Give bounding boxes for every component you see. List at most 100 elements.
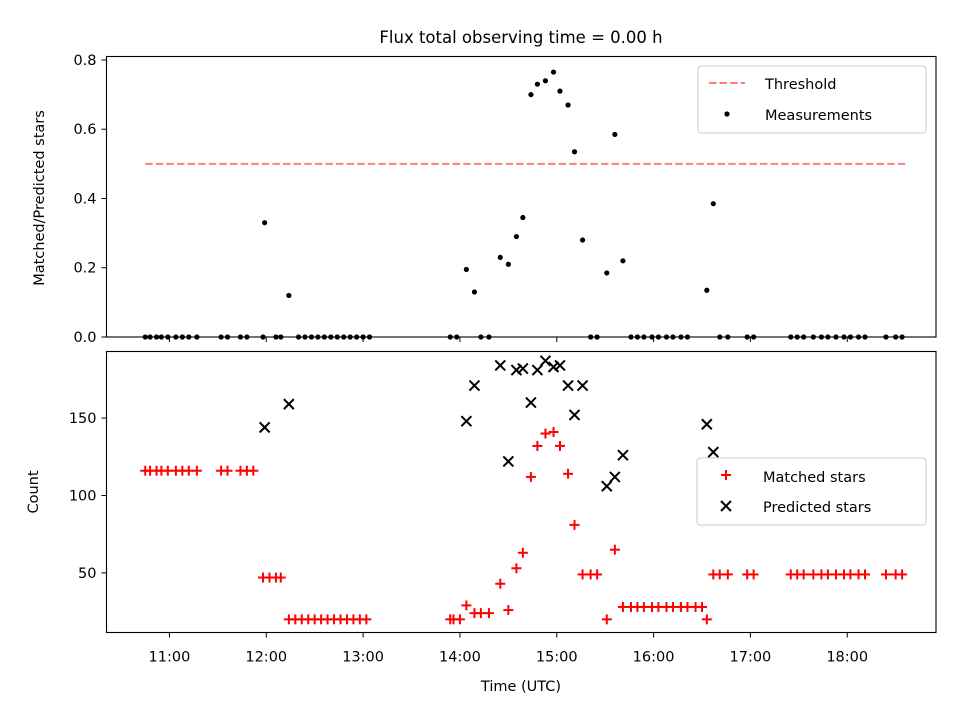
bottom-y-tick-label: 100 <box>69 488 97 504</box>
x-tick-label: 13:00 <box>342 650 384 666</box>
measurement-point <box>505 261 511 267</box>
x-stroke-b <box>531 364 544 376</box>
x-stroke-b <box>562 379 574 392</box>
x-stroke-b <box>283 398 295 410</box>
threshold-legend-label: Threshold <box>764 77 836 93</box>
matched-stars-point <box>248 465 259 476</box>
predicted-stars-point <box>568 409 581 421</box>
top-y-tick-label: 0.6 <box>73 122 96 138</box>
x-stroke-b <box>517 362 529 375</box>
matched-stars-point <box>540 428 551 439</box>
top-y-tick-label: 0.2 <box>73 261 96 277</box>
bottom-y-axis-label: Count <box>26 470 42 513</box>
bottom-legend: Matched stars Predicted stars <box>696 457 927 526</box>
matched-stars-point <box>722 569 733 580</box>
predicted-stars-legend-label: Predicted stars <box>763 500 871 516</box>
predicted-stars-point <box>531 364 544 376</box>
x-stroke-b <box>720 500 732 512</box>
x-stroke-b <box>525 396 537 409</box>
x-stroke-b <box>576 379 589 392</box>
x-tick-label: 12:00 <box>245 650 287 666</box>
measurement-point <box>620 258 626 264</box>
matched-stars-point <box>532 440 543 451</box>
top-y-axis-label: Matched/Predicted stars <box>32 110 48 286</box>
matched-stars-point <box>609 544 620 555</box>
predicted-stars-point <box>494 359 506 372</box>
matched-stars-point <box>525 471 536 482</box>
measurement-point <box>704 287 710 293</box>
predicted-stars-point <box>609 471 621 483</box>
top-chart-title: Flux total observing time = 0.00 h <box>379 28 662 47</box>
measurements-legend-swatch <box>724 111 730 117</box>
predicted-stars-point <box>617 449 629 461</box>
matched-stars-point <box>275 572 286 583</box>
matched-stars-point <box>592 569 603 580</box>
bottom-plot-area: 11:00 12:00 13:00 14:00 15:00 16:00 17:00 18:00… <box>69 355 908 666</box>
measurement-point <box>571 149 578 155</box>
x-stroke-b <box>468 379 481 392</box>
measurement-point <box>513 233 520 240</box>
bottom-y-tick-label: 150 <box>69 411 97 427</box>
measurements-legend-label: Measurements <box>765 108 872 124</box>
x-stroke-b <box>568 409 581 421</box>
predicted-stars-point <box>258 421 271 434</box>
bottom-axes-frame <box>105 350 937 634</box>
predicted-stars-point <box>707 446 720 458</box>
x-tick-label: 15:00 <box>536 650 578 666</box>
measurement-point <box>534 81 540 87</box>
top-axes-frame <box>105 55 937 338</box>
measurement-point <box>550 69 557 75</box>
predicted-stars-point <box>562 379 574 392</box>
bottom-y-tick-label: 50 <box>78 566 96 582</box>
matched-stars-point <box>748 569 759 580</box>
matched-stars-point <box>483 608 494 619</box>
x-stroke-b <box>601 480 613 492</box>
x-stroke-b <box>258 421 271 434</box>
x-tick-label: 14:00 <box>439 650 481 666</box>
measurement-point <box>286 292 292 299</box>
matched-stars-legend-label: Matched stars <box>763 470 866 486</box>
matched-stars-legend-swatch <box>721 470 731 480</box>
x-axis-label: Time (UTC) <box>480 679 561 695</box>
matched-stars-point <box>454 614 465 625</box>
matched-stars-point <box>517 547 528 558</box>
x-stroke-b <box>502 455 515 468</box>
measurement-point <box>520 214 526 221</box>
matched-stars-point <box>361 614 372 625</box>
top-panel: Flux total observing time = 0.00 h 0.0 0.… <box>32 28 937 346</box>
x-stroke-b <box>460 415 473 427</box>
matched-stars-point <box>696 601 707 612</box>
matched-stars-point <box>701 614 712 625</box>
bottom-legend-box <box>696 457 927 526</box>
x-stroke-b <box>494 359 506 372</box>
measurement-point <box>542 78 549 84</box>
predicted-stars-point <box>517 362 529 375</box>
matched-stars-point <box>859 569 870 580</box>
matched-stars-point <box>563 468 574 479</box>
top-y-tick-label: 0.8 <box>73 53 96 69</box>
top-legend: Threshold Measurements <box>697 65 927 134</box>
predicted-stars-point <box>539 355 552 367</box>
x-tick-label: 18:00 <box>826 650 868 666</box>
predicted-stars-point <box>525 396 537 409</box>
matched-stars-point <box>222 465 233 476</box>
measurement-point <box>528 91 534 98</box>
x-stroke-b <box>539 355 552 367</box>
x-tick-label: 16:00 <box>633 650 675 666</box>
matched-stars-point <box>554 440 565 451</box>
measurement-point <box>612 131 618 138</box>
predicted-stars-point <box>502 455 515 468</box>
predicted-stars-legend-swatch <box>720 500 732 512</box>
measurement-point <box>710 201 716 207</box>
bottom-panel: 11:00 12:00 13:00 14:00 15:00 16:00 17:00 18:00… <box>26 350 937 695</box>
matched-stars-point <box>548 427 559 438</box>
matched-stars-point <box>191 465 202 476</box>
matched-stars-point <box>897 569 908 580</box>
matched-stars-point <box>880 569 891 580</box>
matched-stars-point <box>798 569 809 580</box>
measurement-point <box>262 220 268 226</box>
x-stroke-b <box>609 471 621 483</box>
x-stroke-b <box>707 446 720 458</box>
top-y-tick-label: 0.0 <box>73 330 96 346</box>
